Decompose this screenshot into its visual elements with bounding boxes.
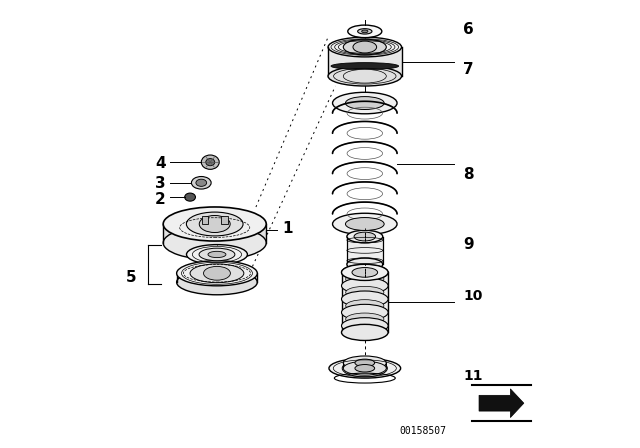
Ellipse shape — [346, 218, 384, 230]
Ellipse shape — [355, 359, 374, 366]
Polygon shape — [177, 273, 257, 282]
Text: 3: 3 — [155, 176, 165, 191]
Text: 00158507: 00158507 — [399, 426, 447, 436]
Text: 9: 9 — [463, 237, 474, 252]
Ellipse shape — [331, 63, 399, 69]
Ellipse shape — [333, 92, 397, 114]
Ellipse shape — [346, 273, 384, 285]
Text: 1: 1 — [282, 221, 292, 236]
Text: 5: 5 — [125, 270, 136, 285]
Ellipse shape — [343, 356, 387, 370]
Ellipse shape — [177, 270, 257, 295]
Ellipse shape — [342, 360, 387, 377]
Ellipse shape — [343, 69, 387, 83]
Polygon shape — [328, 47, 401, 76]
Ellipse shape — [348, 25, 382, 38]
Ellipse shape — [163, 226, 266, 260]
Ellipse shape — [352, 267, 378, 277]
Polygon shape — [343, 363, 387, 368]
Polygon shape — [342, 272, 388, 332]
Ellipse shape — [353, 41, 376, 53]
Ellipse shape — [347, 230, 383, 243]
Ellipse shape — [199, 248, 235, 261]
Ellipse shape — [342, 264, 388, 280]
Ellipse shape — [342, 264, 388, 280]
Ellipse shape — [196, 179, 207, 186]
Polygon shape — [479, 389, 524, 418]
Ellipse shape — [354, 232, 376, 241]
Ellipse shape — [343, 39, 387, 55]
Ellipse shape — [343, 362, 387, 375]
Ellipse shape — [186, 245, 248, 264]
Ellipse shape — [190, 264, 244, 283]
Ellipse shape — [346, 326, 384, 339]
Ellipse shape — [328, 66, 401, 86]
Ellipse shape — [342, 318, 388, 334]
Ellipse shape — [346, 286, 384, 298]
Text: 8: 8 — [463, 167, 474, 182]
Text: 4: 4 — [155, 156, 165, 171]
Ellipse shape — [185, 193, 195, 201]
Ellipse shape — [186, 212, 243, 236]
Bar — [202, 216, 208, 224]
Ellipse shape — [358, 29, 372, 34]
Ellipse shape — [328, 37, 401, 57]
Ellipse shape — [342, 304, 388, 320]
Ellipse shape — [355, 365, 374, 372]
Text: 7: 7 — [463, 62, 474, 77]
Ellipse shape — [346, 300, 384, 312]
Ellipse shape — [346, 97, 384, 109]
Ellipse shape — [362, 30, 368, 33]
Text: 6: 6 — [463, 22, 474, 37]
Ellipse shape — [342, 324, 388, 340]
Ellipse shape — [342, 278, 388, 294]
Ellipse shape — [204, 267, 230, 280]
Ellipse shape — [208, 251, 226, 258]
Polygon shape — [163, 224, 266, 243]
Ellipse shape — [329, 358, 401, 378]
Ellipse shape — [206, 159, 215, 166]
Text: 10: 10 — [463, 289, 483, 303]
Polygon shape — [347, 237, 383, 264]
Ellipse shape — [342, 291, 388, 307]
Text: 2: 2 — [155, 192, 165, 207]
Ellipse shape — [177, 261, 257, 286]
Ellipse shape — [163, 207, 266, 241]
Ellipse shape — [346, 313, 384, 325]
Ellipse shape — [333, 213, 397, 235]
Ellipse shape — [191, 177, 211, 189]
Text: 11: 11 — [463, 369, 483, 383]
Ellipse shape — [347, 258, 383, 271]
Ellipse shape — [201, 155, 219, 169]
Bar — [221, 216, 228, 224]
Ellipse shape — [199, 215, 230, 233]
